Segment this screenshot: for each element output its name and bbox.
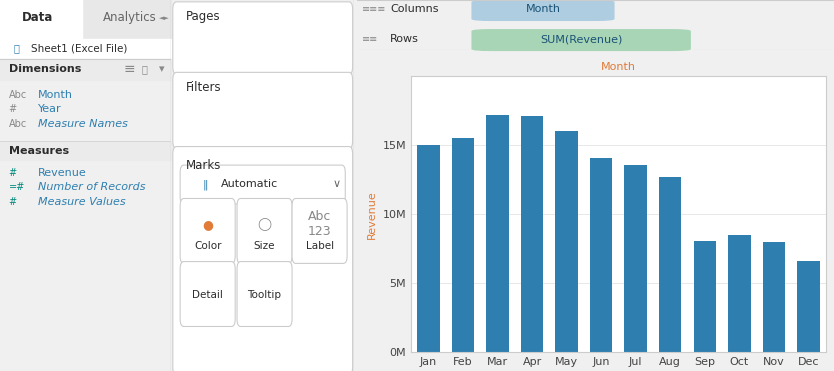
Bar [486, 115, 509, 352]
Text: Size: Size [254, 241, 275, 250]
Text: 📄: 📄 [13, 43, 19, 53]
Text: Number of Records: Number of Records [38, 183, 145, 192]
Text: #: # [8, 168, 17, 177]
Text: =#: =# [8, 183, 25, 192]
Text: Automatic: Automatic [220, 180, 278, 189]
FancyBboxPatch shape [180, 165, 345, 204]
Text: ◯: ◯ [258, 218, 272, 231]
Bar [659, 177, 681, 352]
Bar [0, 0, 82, 39]
FancyBboxPatch shape [173, 2, 353, 74]
Text: Color: Color [194, 241, 221, 250]
Text: SUM(Revenue): SUM(Revenue) [540, 34, 622, 44]
Text: #: # [8, 105, 17, 114]
Text: Measures: Measures [8, 147, 68, 156]
Text: ≡: ≡ [123, 62, 135, 76]
FancyBboxPatch shape [180, 198, 235, 263]
Text: Marks: Marks [186, 158, 221, 172]
FancyBboxPatch shape [180, 262, 235, 326]
Text: Label: Label [305, 241, 334, 250]
Text: ≡≡≡: ≡≡≡ [362, 4, 386, 14]
FancyBboxPatch shape [471, 29, 691, 51]
Text: Tooltip: Tooltip [248, 290, 282, 300]
Text: Sheet1 (Excel File): Sheet1 (Excel File) [31, 43, 127, 53]
Text: Dimensions: Dimensions [8, 65, 81, 74]
Bar [0, 59, 171, 80]
Text: Data: Data [23, 11, 53, 24]
Text: Rows: Rows [390, 34, 420, 44]
Bar [0, 142, 171, 160]
Text: ∨: ∨ [333, 180, 340, 189]
Bar [417, 145, 440, 352]
FancyBboxPatch shape [471, 0, 615, 21]
Bar [0, 0, 171, 39]
Bar [625, 164, 647, 352]
Bar [0, 39, 171, 58]
Text: Abc: Abc [8, 90, 27, 99]
Bar [520, 116, 543, 352]
Text: #: # [8, 197, 17, 207]
Bar [555, 131, 578, 352]
Text: ▾: ▾ [159, 65, 164, 74]
Bar [694, 240, 716, 352]
Text: ‖: ‖ [202, 179, 208, 190]
Text: Measure Names: Measure Names [38, 119, 128, 129]
FancyBboxPatch shape [237, 198, 292, 263]
Text: Analytics: Analytics [103, 11, 156, 24]
FancyBboxPatch shape [173, 147, 353, 371]
Bar [797, 261, 820, 352]
Text: Columns: Columns [390, 4, 439, 14]
FancyBboxPatch shape [292, 198, 347, 263]
Text: Detail: Detail [192, 290, 224, 300]
Text: Filters: Filters [186, 81, 221, 94]
Text: Abc
123: Abc 123 [308, 210, 331, 239]
Text: Revenue: Revenue [38, 168, 87, 177]
Bar [728, 235, 751, 352]
Text: ●: ● [202, 218, 214, 231]
Text: Abc: Abc [8, 119, 27, 129]
Text: Year: Year [38, 105, 61, 114]
Bar [762, 242, 785, 352]
Y-axis label: Revenue: Revenue [367, 190, 377, 239]
FancyBboxPatch shape [237, 262, 292, 326]
Title: Month: Month [601, 62, 636, 72]
Text: Month: Month [525, 4, 560, 14]
Text: ◄►: ◄► [159, 15, 170, 21]
Text: ≡≡: ≡≡ [362, 34, 378, 44]
Bar [452, 138, 475, 352]
Text: Measure Values: Measure Values [38, 197, 125, 207]
Text: Month: Month [38, 90, 73, 99]
FancyBboxPatch shape [173, 72, 353, 148]
Bar [590, 158, 612, 352]
Text: Pages: Pages [186, 10, 220, 23]
Text: 🔍: 🔍 [142, 65, 148, 74]
